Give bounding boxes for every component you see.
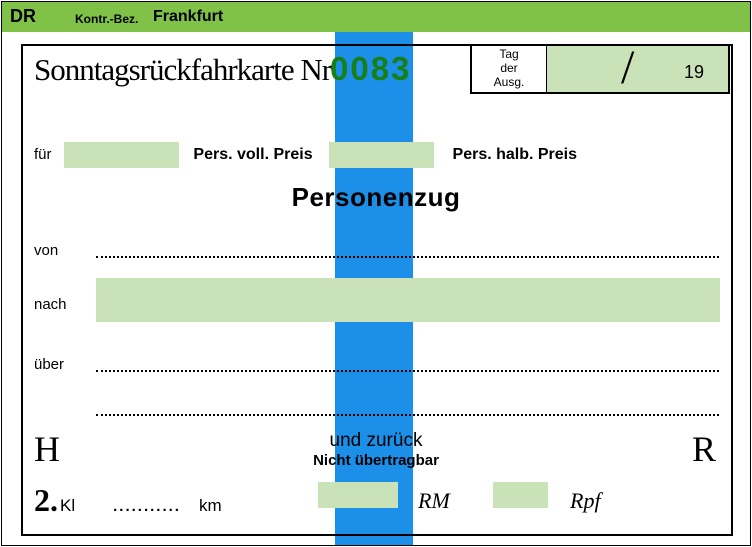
via-line	[96, 362, 719, 372]
train-type: Personenzug	[0, 182, 752, 213]
ticket-number: 0083	[330, 50, 411, 88]
fur-label: für	[34, 146, 52, 163]
to-field	[96, 278, 720, 322]
half-price-label: Pers. halb. Preis	[453, 146, 578, 163]
class-kl: Kl	[60, 496, 75, 516]
currency-rm: RM	[418, 488, 450, 514]
ticket-title: Sonntagsrückfahrkarte Nr	[34, 52, 331, 88]
full-price-count-field	[64, 142, 179, 168]
header-dr: DR	[10, 6, 36, 27]
price-rpf-field	[493, 482, 548, 508]
persons-row: für Pers. voll. Preis Pers. halb. Preis	[34, 142, 577, 168]
issue-slash: /	[621, 40, 634, 95]
km-dots: ...........	[113, 498, 181, 515]
class-number: 2.	[34, 482, 58, 519]
currency-rpf: Rpf	[570, 488, 601, 514]
issue-label: Tag der Ausg.	[472, 46, 547, 92]
to-label: nach	[34, 296, 67, 313]
from-line	[96, 248, 719, 258]
issue-line2: der	[500, 62, 517, 76]
issue-date-field: / 19	[547, 46, 728, 92]
header-kontr-label: Kontr.-Bez.	[75, 12, 138, 26]
class-row: 2. Kl ........... km	[34, 482, 222, 519]
and-back-label: und zurück	[0, 430, 752, 452]
issue-line3: Ausg.	[494, 76, 525, 90]
extra-line	[96, 406, 719, 416]
header-city: Frankfurt	[153, 8, 223, 26]
full-price-label: Pers. voll. Preis	[193, 146, 312, 163]
via-label: über	[34, 356, 64, 373]
from-label: von	[34, 242, 58, 259]
issue-date-box: Tag der Ausg. / 19	[470, 44, 730, 94]
non-transferable-label: Nicht übertragbar	[0, 452, 752, 469]
price-rm-field	[318, 482, 398, 508]
km-label: km	[199, 496, 222, 516]
half-price-count-field	[329, 142, 434, 168]
issue-year-prefix: 19	[684, 62, 704, 83]
issue-line1: Tag	[499, 48, 518, 62]
